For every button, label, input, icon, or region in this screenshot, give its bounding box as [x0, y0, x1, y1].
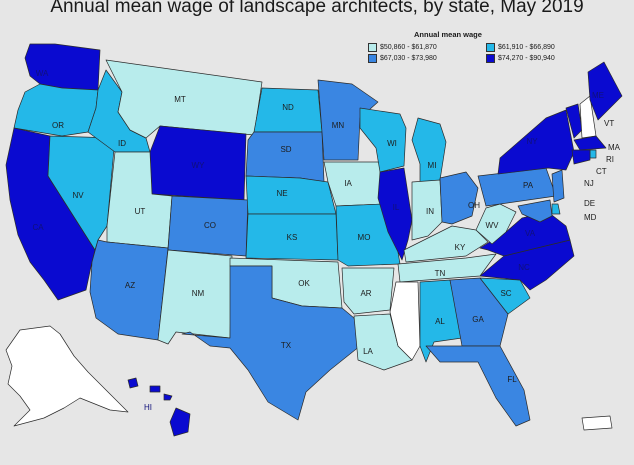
state-label-KS: KS [287, 233, 298, 242]
state-KY [403, 225, 489, 263]
state-label-WV: WV [486, 221, 500, 230]
state-AR [341, 267, 395, 315]
state-GA [449, 277, 509, 347]
legend-label: $50,860 - $61,870 [380, 44, 437, 51]
state-label-DE: DE [584, 199, 595, 208]
legend-label: $74,270 - $90,940 [498, 55, 555, 62]
state-label-CA: CA [32, 223, 44, 232]
state-label-NJ: NJ [584, 179, 594, 188]
state-label-WI: WI [387, 139, 397, 148]
legend-title: Annual mean wage [414, 30, 482, 39]
legend-swatch [368, 54, 377, 63]
state-label-MN: MN [332, 121, 345, 130]
state-TN [397, 253, 497, 283]
legend-label: $67,030 - $73,980 [380, 55, 437, 62]
state-label-UT: UT [135, 207, 146, 216]
state-FL [425, 345, 531, 427]
state-NE [245, 175, 337, 215]
legend-swatch [486, 43, 495, 52]
state-MI [411, 117, 447, 187]
legend-item-bin-4: $74,270 - $90,940 [486, 54, 604, 63]
map-title: Annual mean wage of landscape architects… [50, 0, 584, 17]
state-SC [479, 277, 531, 315]
state-WY [149, 125, 247, 201]
state-label-OH: OH [468, 201, 480, 210]
state-MN [317, 79, 379, 161]
state-WV [475, 203, 517, 245]
state-label-LA: LA [363, 347, 373, 356]
state-label-MI: MI [428, 161, 437, 170]
legend-swatch [368, 43, 377, 52]
state-RI [589, 149, 597, 159]
state-label-PA: PA [523, 181, 534, 190]
state-HI [127, 377, 191, 437]
state-label-AZ: AZ [125, 281, 135, 290]
state-label-ND: ND [282, 103, 294, 112]
state-label-NY: NY [526, 137, 538, 146]
state-label-CO: CO [204, 221, 216, 230]
state-NM [157, 249, 233, 345]
state-label-IA: IA [344, 179, 352, 188]
legend-item-bin-1: $50,860 - $61,870 [368, 43, 486, 52]
state-label-OR: OR [52, 121, 64, 130]
state-MS [389, 281, 421, 361]
state-label-AL: AL [435, 317, 445, 326]
state-label-KY: KY [455, 243, 466, 252]
state-NJ [551, 169, 565, 203]
state-label-OK: OK [298, 279, 310, 288]
state-label-MD: MD [584, 213, 597, 222]
state-label-VA: VA [525, 229, 536, 238]
state-label-FL: FL [507, 375, 517, 384]
state-label-NM: NM [192, 289, 205, 298]
legend-label: $61,910 - $66,890 [498, 44, 555, 51]
state-ME [587, 61, 623, 121]
state-label-NV: NV [72, 191, 84, 200]
state-AZ [89, 239, 169, 341]
state-label-MT: MT [174, 95, 186, 104]
state-MD [517, 199, 553, 223]
state-label-GA: GA [472, 315, 484, 324]
state-label-ID: ID [118, 139, 126, 148]
state-WA [24, 43, 101, 91]
state-MT [105, 59, 263, 139]
state-label-WA: WA [36, 69, 49, 78]
state-label-MO: MO [358, 233, 371, 242]
legend-swatch [486, 54, 495, 63]
state-label-IN: IN [426, 207, 434, 216]
state-WI [359, 107, 407, 173]
state-label-MA: MA [608, 143, 621, 152]
state-label-WY: WY [192, 161, 206, 170]
state-TX [181, 265, 361, 421]
state-label-VT: VT [604, 119, 614, 128]
state-label-SC: SC [500, 289, 511, 298]
state-DE [551, 203, 561, 215]
state-CT [571, 149, 591, 165]
state-OH [439, 171, 479, 225]
state-label-ME: ME [592, 91, 604, 100]
legend-item-bin-3: $67,030 - $73,980 [368, 54, 486, 63]
state-PR [581, 415, 613, 431]
state-label-RI: RI [606, 155, 614, 164]
state-AK [5, 325, 129, 427]
state-label-CT: CT [596, 167, 607, 176]
state-label-TX: TX [281, 341, 292, 350]
state-label-TN: TN [435, 269, 446, 278]
legend-item-bin-2: $61,910 - $66,890 [486, 43, 604, 52]
state-NY [497, 109, 575, 175]
map-legend: Annual mean wage $50,860 - $61,870 $61,9… [368, 30, 608, 65]
state-label-AR: AR [360, 289, 371, 298]
state-PA [477, 167, 557, 207]
state-label-HI: HI [144, 403, 152, 412]
state-label-NC: NC [518, 263, 530, 272]
state-SD [245, 131, 325, 183]
state-VA [479, 211, 571, 257]
state-label-IL: IL [393, 203, 400, 212]
state-label-NE: NE [276, 189, 287, 198]
state-MA [573, 135, 607, 151]
state-IN [411, 179, 443, 241]
state-label-SD: SD [280, 145, 291, 154]
